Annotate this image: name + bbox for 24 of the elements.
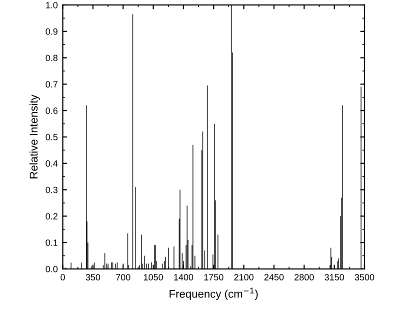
x-axis-title: Frequency (cm$^{−1}$) [170,288,258,300]
y-tick-label: 0.2 [46,213,58,220]
y-tick-label: 0.0 [46,266,58,272]
x-tick-label: 3500 [354,274,374,280]
y-tick-label: 0.5 [46,134,58,140]
y-tick-label: 0.9 [46,28,58,35]
y-tick-label: 0.3 [46,186,58,194]
y-tick-label: 1.0 [46,2,58,8]
x-tick-label: 1400 [174,274,194,280]
x-tick-label: 1750 [204,274,224,280]
x-tick-label: 2800 [294,274,314,280]
x-tick-label: 2100 [234,274,254,280]
x-tick-label: 3150 [324,274,344,280]
y-tick-label: 0.7 [46,81,58,88]
y-tick-label: 0.4 [46,160,58,167]
y-tick-label: 0.8 [46,54,58,62]
x-tick-label: 350 [86,274,100,280]
y-tick-label: 0.1 [46,239,58,246]
x-tick-label: 0 [60,274,65,280]
x-tick-label: 1050 [144,274,163,280]
x-tick-label: 700 [116,274,130,280]
x-tick-label: 2450 [264,274,284,280]
y-tick-label: 0.6 [46,108,58,114]
y-axis-title: Relative Intensity [29,94,40,178]
